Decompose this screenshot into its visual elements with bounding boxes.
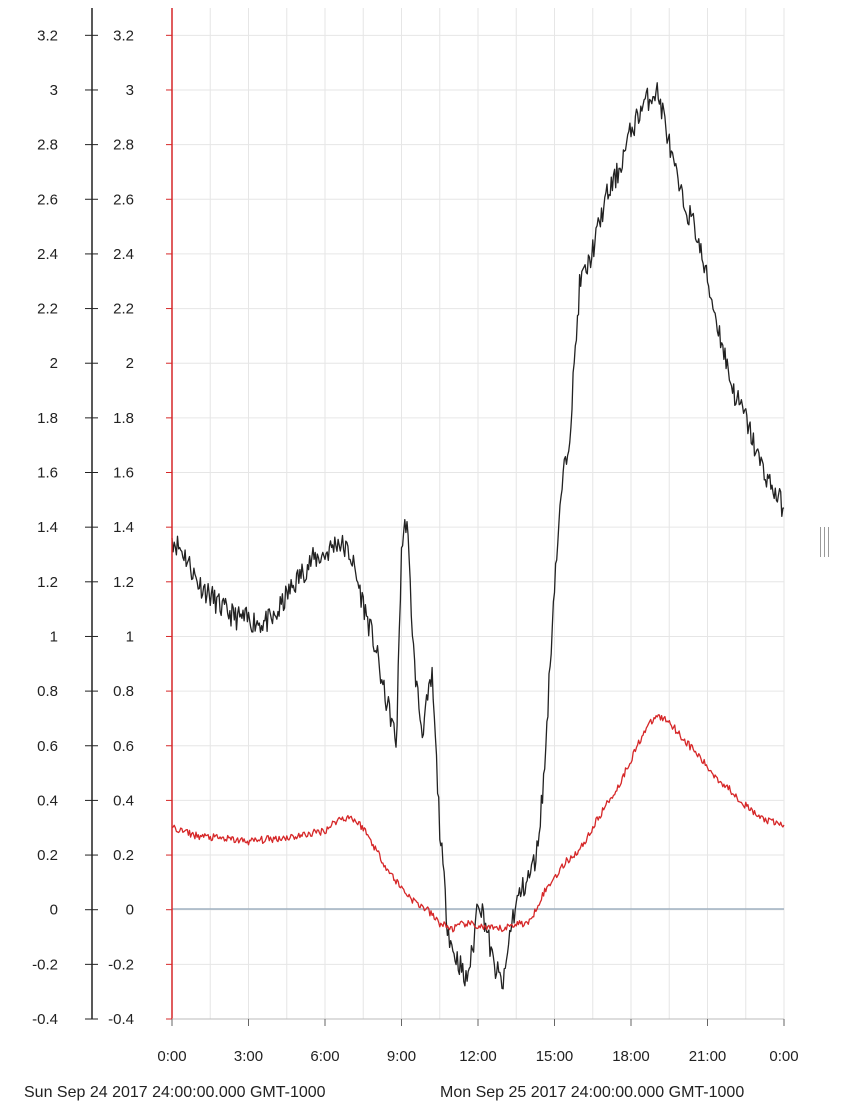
y-tick-label-inner: 3 [126, 82, 134, 99]
y-tick-label-inner: 2.8 [113, 137, 134, 154]
axes [85, 8, 785, 1026]
y-tick-label-inner: 1.2 [113, 574, 134, 591]
y-tick-label-outer: 2.2 [37, 301, 58, 318]
y-tick-label-inner: 0.4 [113, 792, 134, 809]
y-tick-label-inner: -0.4 [108, 1011, 134, 1028]
y-tick-label-outer: 2.8 [37, 137, 58, 154]
x-tick-label: 0:00 [769, 1048, 798, 1065]
y-tick-label-outer: 3.2 [37, 27, 58, 44]
x-tick-label: 6:00 [310, 1048, 339, 1065]
chart-resize-handle[interactable] [819, 527, 831, 559]
y-tick-label-inner: 2.4 [113, 246, 134, 263]
series-line-1 [171, 82, 785, 990]
x-tick-label: 18:00 [612, 1048, 650, 1065]
y-tick-label-inner: 2.2 [113, 301, 134, 318]
x-tick-label: 0:00 [157, 1048, 186, 1065]
y-tick-label-outer: 2.4 [37, 246, 58, 263]
x-tick-label: 3:00 [234, 1048, 263, 1065]
y-tick-label-outer: 0 [50, 902, 58, 919]
y-tick-label-outer: 1.4 [37, 519, 58, 536]
y-tick-label-inner: 1.8 [113, 410, 134, 427]
x-tick-label: 9:00 [387, 1048, 416, 1065]
y-tick-label-outer: 0.4 [37, 792, 58, 809]
y-tick-label-inner: 0.2 [113, 847, 134, 864]
y-tick-label-outer: -0.2 [32, 956, 58, 973]
y-tick-label-inner: 0 [126, 902, 134, 919]
y-tick-label-outer: 0.2 [37, 847, 58, 864]
chart-grid [171, 8, 785, 1020]
y-tick-label-inner: 3.2 [113, 27, 134, 44]
y-tick-label-inner: 1.4 [113, 519, 134, 536]
y-tick-label-outer: 0.6 [37, 738, 58, 755]
y-tick-label-outer: 3 [50, 82, 58, 99]
y-tick-label-inner: 0.8 [113, 683, 134, 700]
y-tick-label-inner: 1 [126, 628, 134, 645]
x-tick-label: 12:00 [459, 1048, 497, 1065]
y-tick-label-inner: 0.6 [113, 738, 134, 755]
x-tick-label: 21:00 [689, 1048, 727, 1065]
y-tick-label-outer: -0.4 [32, 1011, 58, 1028]
y-tick-label-inner: 1.6 [113, 465, 134, 482]
series-line-2 [171, 714, 785, 933]
x-range-end-label: Mon Sep 25 2017 24:00:00.000 GMT-1000 [440, 1084, 744, 1101]
y-tick-label-inner: 2.6 [113, 191, 134, 208]
x-range-start-label: Sun Sep 24 2017 24:00:00.000 GMT-1000 [24, 1084, 326, 1101]
y-tick-label-outer: 1.2 [37, 574, 58, 591]
y-tick-label-inner: 2 [126, 355, 134, 372]
y-tick-label-outer: 2 [50, 355, 58, 372]
y-tick-label-inner: -0.2 [108, 956, 134, 973]
x-tick-label: 15:00 [536, 1048, 574, 1065]
y-tick-label-outer: 0.8 [37, 683, 58, 700]
tick-labels: -0.4 -0.4 -0.2 -0.2 0 0 0.2 0.2 0.4 0.4 0.6 0.6 0.8 0… [32, 27, 798, 1065]
y-tick-label-outer: 1.8 [37, 410, 58, 427]
y-tick-label-outer: 2.6 [37, 191, 58, 208]
y-tick-label-outer: 1.6 [37, 465, 58, 482]
series-layer [171, 82, 785, 990]
y-tick-label-outer: 1 [50, 628, 58, 645]
